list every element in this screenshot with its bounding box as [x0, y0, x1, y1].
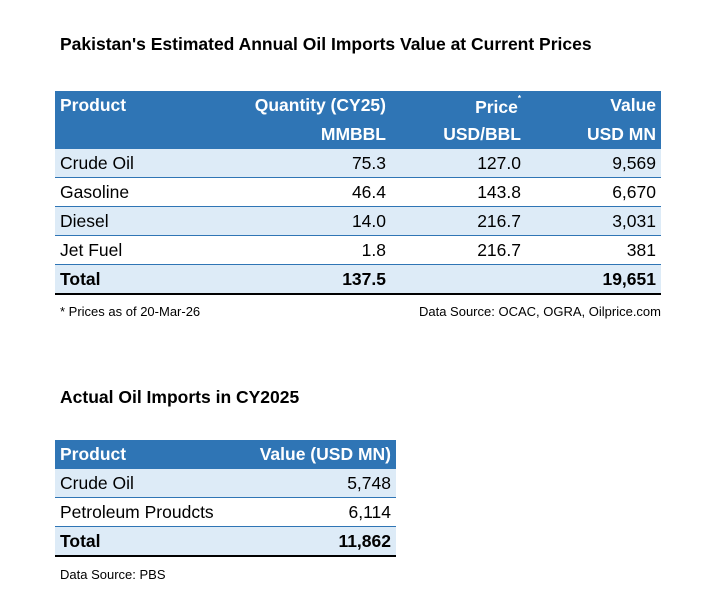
header-product: Product	[55, 440, 241, 469]
price-cell: 127.0	[391, 149, 526, 178]
price-cell: 143.8	[391, 177, 526, 207]
price-cell: 216.7	[391, 235, 526, 265]
total-label: Total	[55, 264, 210, 295]
price-footnote: * Prices as of 20-Mar-26	[60, 304, 201, 319]
table-row: Petroleum Proudcts 6,114	[55, 497, 396, 527]
quantity-cell: 75.3	[210, 149, 391, 178]
quantity-cell: 14.0	[210, 206, 391, 236]
header-quantity: Quantity (CY25)	[210, 91, 391, 120]
table-row: Diesel 14.0 216.7 3,031	[55, 206, 661, 236]
product-cell: Gasoline	[55, 177, 210, 207]
total-row: Total 11,862	[55, 526, 396, 557]
value-cell: 9,569	[526, 149, 661, 178]
value-cell: 6,114	[241, 497, 396, 527]
header-product: Product	[55, 91, 210, 120]
product-cell: Jet Fuel	[55, 235, 210, 265]
header-product-unit	[55, 120, 210, 149]
header-row-1: Product Quantity (CY25) Price* Value	[55, 91, 661, 120]
value-cell: 5,748	[241, 469, 396, 498]
total-price	[391, 264, 526, 295]
table2-title: Actual Oil Imports in CY2025	[60, 387, 300, 407]
total-quantity: 137.5	[210, 264, 391, 295]
value-cell: 6,670	[526, 177, 661, 207]
table-row: Crude Oil 5,748	[55, 469, 396, 498]
table-row: Crude Oil 75.3 127.0 9,569	[55, 149, 661, 178]
table1-title: Pakistan's Estimated Annual Oil Imports …	[60, 34, 592, 54]
estimated-imports-table: Product Quantity (CY25) Price* Value MMB…	[55, 91, 661, 295]
product-cell: Diesel	[55, 206, 210, 236]
table1-source: Data Source: OCAC, OGRA, Oilprice.com	[418, 304, 661, 319]
value-cell: 3,031	[526, 206, 661, 236]
price-cell: 216.7	[391, 206, 526, 236]
header-price: Price*	[391, 91, 526, 120]
table-row: Jet Fuel 1.8 216.7 381	[55, 235, 661, 265]
header-row-2: MMBBL USD/BBL USD MN	[55, 120, 661, 149]
product-cell: Crude Oil	[55, 149, 210, 178]
product-cell: Crude Oil	[55, 469, 241, 498]
quantity-cell: 46.4	[210, 177, 391, 207]
table2-source: Data Source: PBS	[60, 567, 166, 582]
header-row: Product Value (USD MN)	[55, 440, 396, 469]
header-value-unit: USD MN	[526, 120, 661, 149]
header-price-label: Price	[475, 96, 518, 117]
header-price-unit: USD/BBL	[391, 120, 526, 149]
header-value: Value	[526, 91, 661, 120]
total-label: Total	[55, 526, 241, 557]
header-value: Value (USD MN)	[241, 440, 396, 469]
header-quantity-unit: MMBBL	[210, 120, 391, 149]
product-cell: Petroleum Proudcts	[55, 497, 241, 527]
quantity-cell: 1.8	[210, 235, 391, 265]
total-value: 19,651	[526, 264, 661, 295]
total-value: 11,862	[241, 526, 396, 557]
price-footnote-marker: *	[517, 93, 521, 103]
value-cell: 381	[526, 235, 661, 265]
total-row: Total 137.5 19,651	[55, 264, 661, 295]
actual-imports-table: Product Value (USD MN) Crude Oil 5,748 P…	[55, 440, 396, 557]
table-row: Gasoline 46.4 143.8 6,670	[55, 177, 661, 207]
